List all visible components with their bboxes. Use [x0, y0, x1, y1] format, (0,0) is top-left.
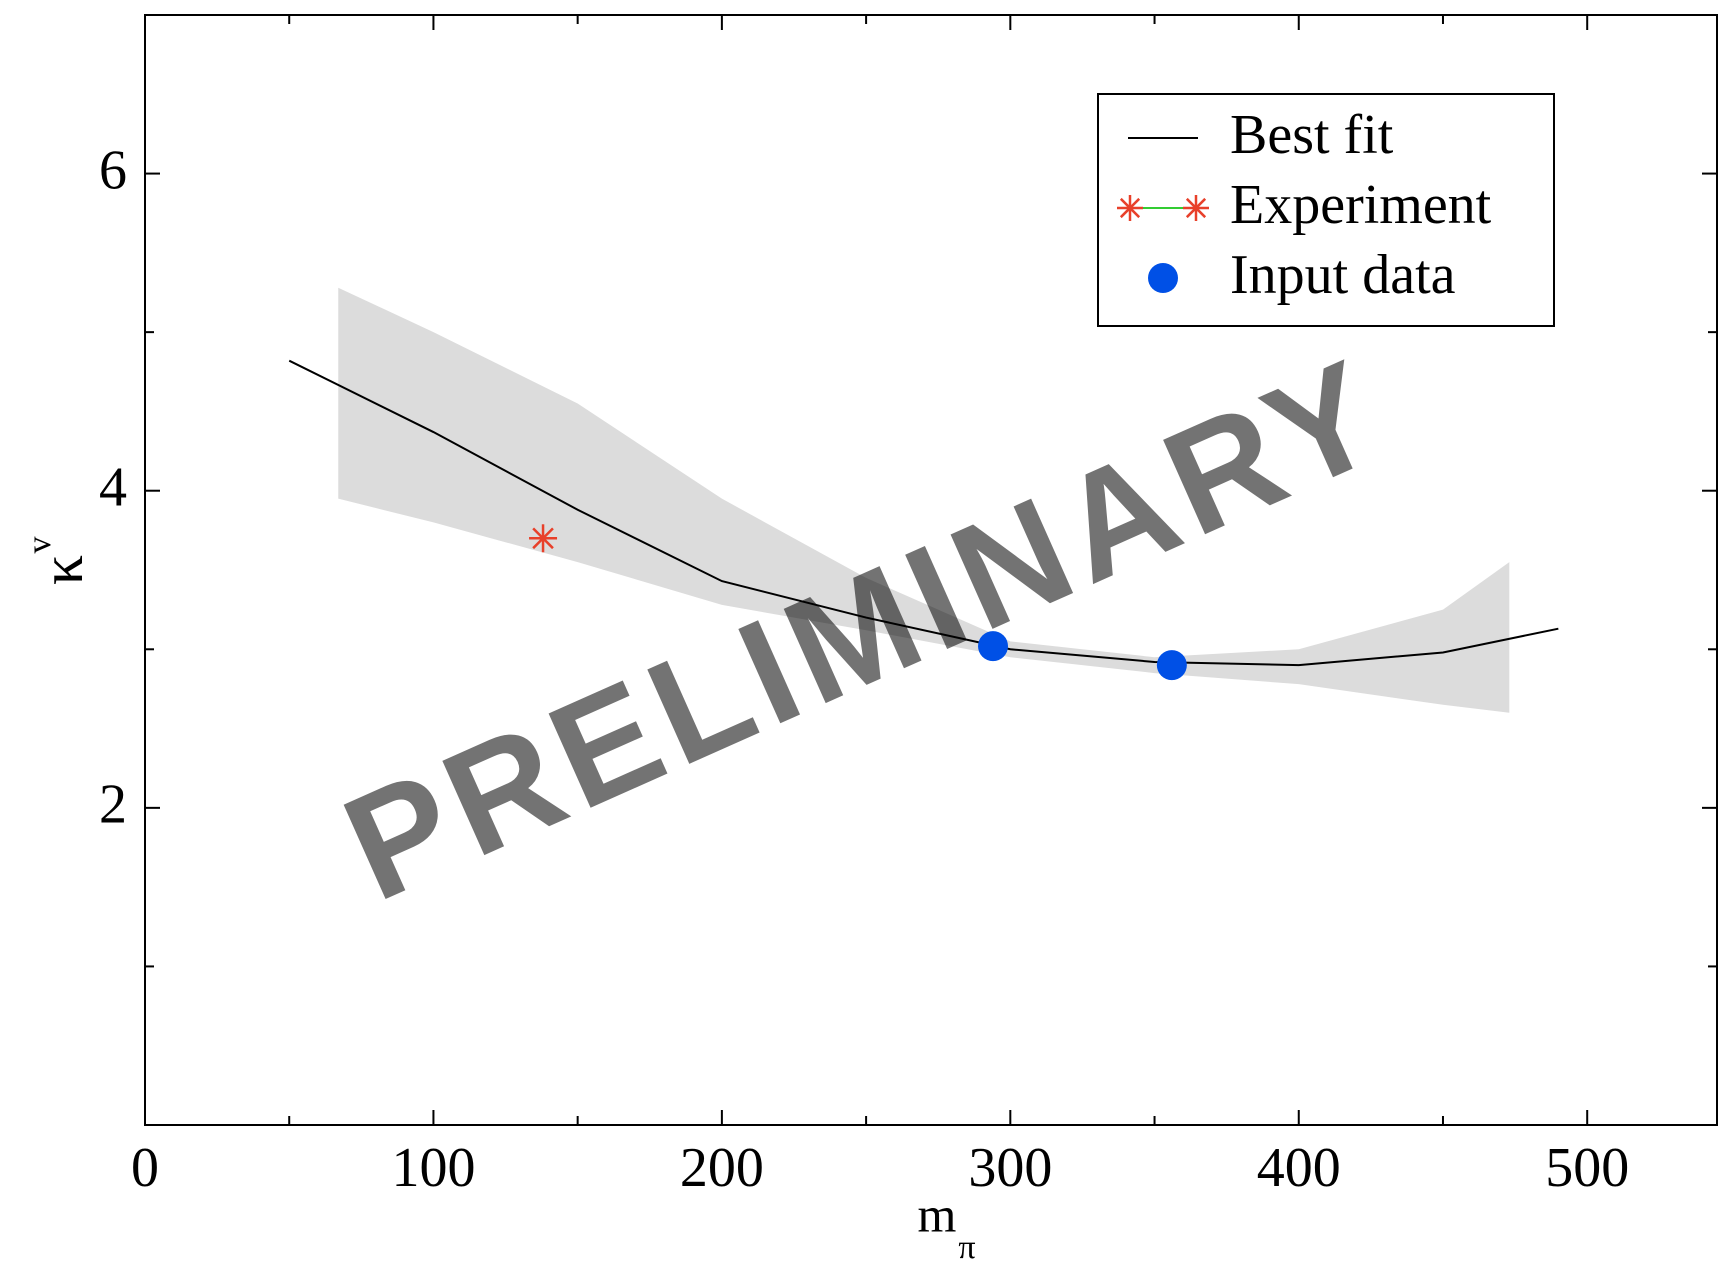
- star-stroke: [532, 527, 554, 550]
- legend-label: Input data: [1230, 244, 1456, 306]
- y-tick-label: 4: [99, 457, 127, 519]
- x-tick-label: 0: [131, 1137, 159, 1199]
- y-axis-label-sup: v: [21, 537, 58, 554]
- y-tick-label: 6: [99, 139, 127, 201]
- experiment-point: [529, 524, 558, 553]
- x-axis-label: m: [918, 1186, 957, 1242]
- y-axis-label: κ: [29, 555, 95, 585]
- legend-label: Best fit: [1230, 104, 1394, 166]
- x-axis-label-sub: π: [958, 1229, 975, 1266]
- legend-label: Experiment: [1230, 174, 1492, 236]
- x-tick-label: 400: [1257, 1137, 1341, 1199]
- y-tick-label: 2: [99, 774, 127, 836]
- input-point: [978, 631, 1009, 662]
- x-tick-label: 200: [680, 1137, 764, 1199]
- experiment-point: [1183, 195, 1209, 221]
- fit-line: [288, 359, 1559, 667]
- star-stroke: [1119, 197, 1141, 219]
- x-tick-label: 100: [391, 1137, 475, 1199]
- input-point: [1156, 650, 1187, 681]
- experiment-point: [1117, 195, 1143, 221]
- legend-marker: [1148, 263, 1178, 293]
- plot-frame: [144, 14, 1718, 1126]
- confidence-band: [338, 287, 1510, 713]
- star-stroke: [1185, 197, 1207, 219]
- x-tick-label: 500: [1545, 1137, 1629, 1199]
- x-tick-label: 300: [968, 1137, 1052, 1199]
